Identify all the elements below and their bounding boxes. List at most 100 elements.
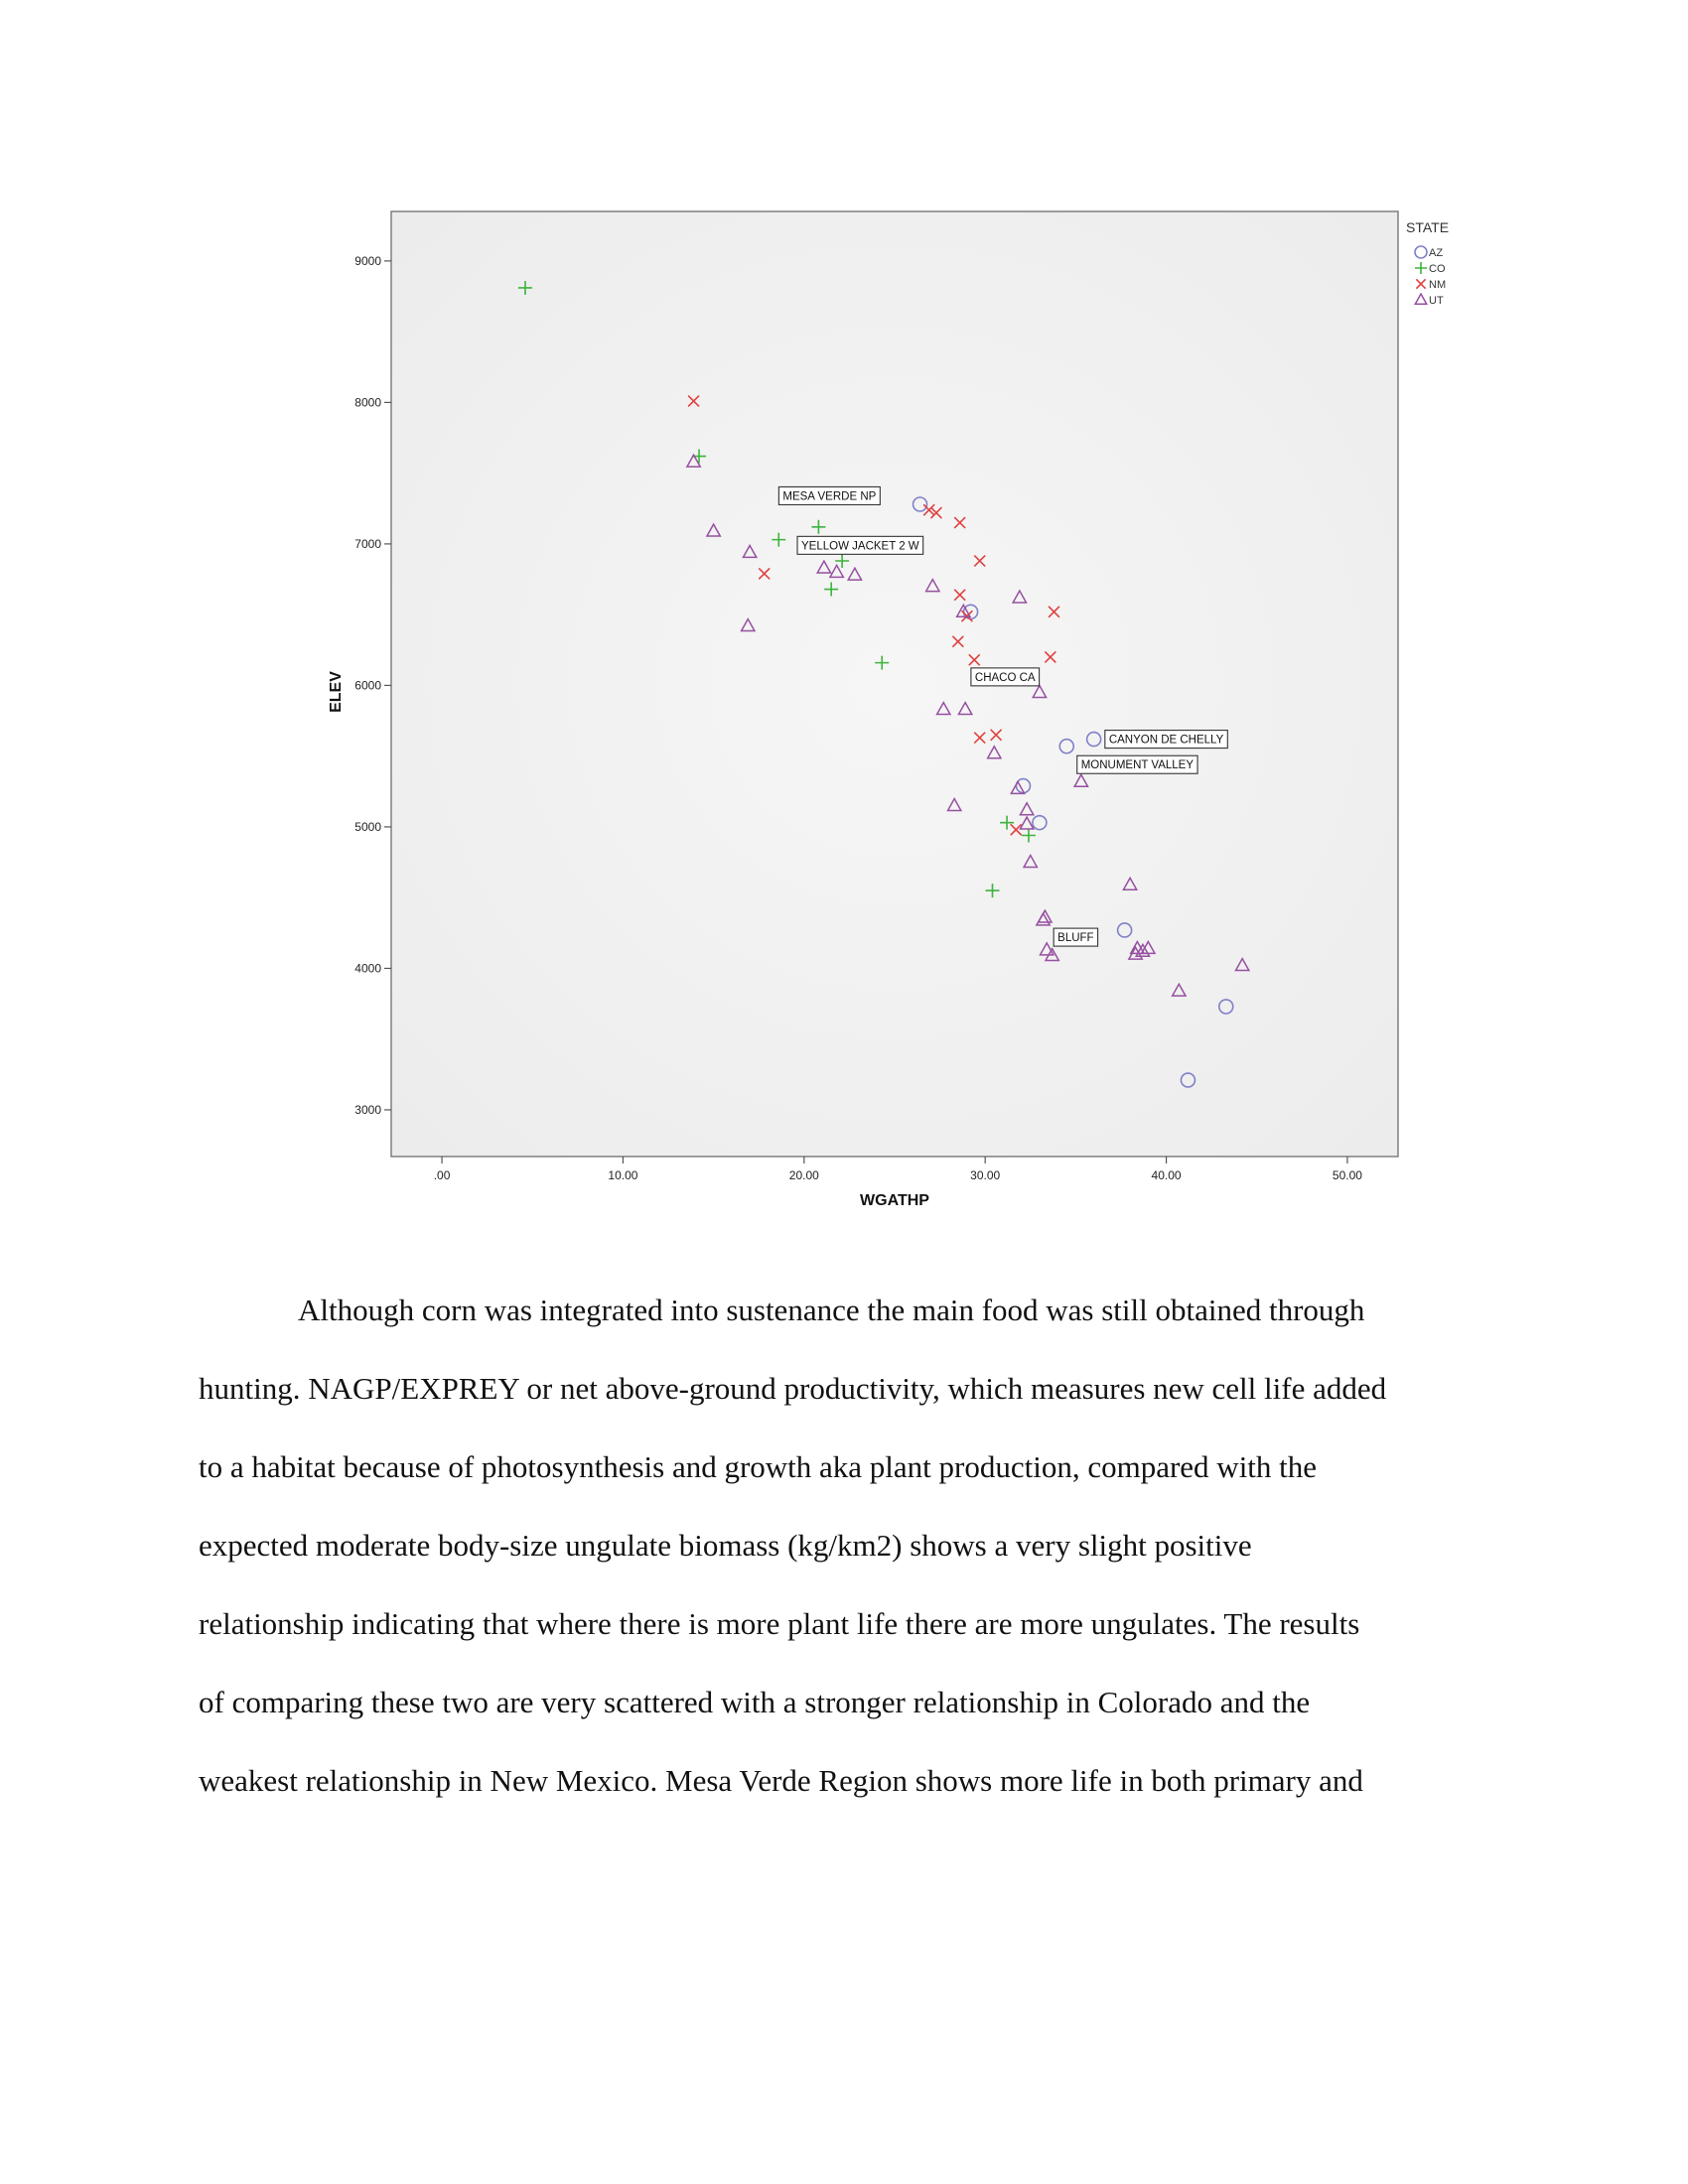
legend-marker-co bbox=[1415, 262, 1427, 274]
body-paragraph: Although corn was integrated into susten… bbox=[199, 1271, 1489, 1820]
scatter-figure: .00 10.00 20.00 30.00 40.00 50.00 3000 4000 500… bbox=[328, 210, 1449, 1209]
annotation-box bbox=[1053, 927, 1099, 947]
point-nm bbox=[1048, 606, 1060, 618]
point-ut bbox=[740, 617, 757, 632]
point-nm bbox=[951, 635, 964, 648]
y-tick-label: 9000 bbox=[354, 254, 381, 268]
point-nm bbox=[973, 732, 986, 745]
point-nm bbox=[973, 554, 986, 568]
point-az bbox=[1085, 731, 1102, 748]
point-ut bbox=[705, 522, 722, 537]
annotation-label: YELLOW JACKET 2 W bbox=[796, 535, 924, 555]
y-tick-label: 4000 bbox=[354, 961, 381, 975]
x-tick-label: 30.00 bbox=[970, 1168, 1000, 1182]
annotation-text: MONUMENT VALLEY bbox=[1081, 759, 1195, 771]
body-line: relationship indicating that where there… bbox=[199, 1606, 1360, 1641]
annotation-box bbox=[1104, 730, 1228, 750]
point-ut bbox=[1031, 684, 1048, 699]
point-ut bbox=[1234, 957, 1251, 972]
x-tick-label: .00 bbox=[434, 1168, 451, 1182]
point-nm bbox=[929, 506, 942, 519]
legend-marker-nm bbox=[1415, 278, 1427, 290]
plot-area bbox=[390, 210, 1399, 1158]
point-ut bbox=[1122, 876, 1139, 891]
point-ut bbox=[1072, 772, 1089, 787]
point-ut bbox=[1140, 939, 1157, 955]
point-ut bbox=[1019, 801, 1036, 816]
point-nm bbox=[953, 516, 966, 529]
x-tick-label: 10.00 bbox=[608, 1168, 637, 1182]
point-ut bbox=[1039, 941, 1055, 956]
point-co bbox=[1021, 828, 1036, 843]
annotation-label: MESA VERDE NP bbox=[777, 485, 881, 506]
point-az bbox=[912, 496, 928, 512]
x-tick-label: 20.00 bbox=[789, 1168, 819, 1182]
x-tick-label: 50.00 bbox=[1333, 1168, 1362, 1182]
point-ut bbox=[986, 745, 1003, 759]
x-axis: .00 10.00 20.00 30.00 40.00 50.00 bbox=[434, 1157, 1362, 1182]
annotation-label: CANYON DE CHELLY bbox=[1104, 730, 1228, 750]
annotation-text: CHACO CA bbox=[975, 672, 1036, 684]
point-az bbox=[1180, 1072, 1196, 1088]
point-ut bbox=[815, 559, 832, 574]
body-line: expected moderate body-size ungulate bio… bbox=[199, 1528, 1252, 1563]
point-ut bbox=[1022, 854, 1039, 869]
y-tick-label: 8000 bbox=[354, 395, 381, 409]
legend-title: STATE bbox=[1406, 219, 1449, 235]
legend-label: AZ bbox=[1429, 247, 1443, 259]
point-co bbox=[517, 280, 532, 295]
y-tick-label: 3000 bbox=[354, 1103, 381, 1117]
annotation-box bbox=[1076, 754, 1198, 774]
point-nm bbox=[953, 589, 966, 602]
point-nm bbox=[1010, 823, 1023, 836]
legend-label: CO bbox=[1429, 263, 1446, 275]
point-az bbox=[1032, 814, 1048, 831]
point-ut bbox=[1010, 779, 1026, 795]
body-line: hunting. NAGP/EXPREY or net above-ground… bbox=[199, 1371, 1387, 1406]
point-nm bbox=[758, 567, 771, 580]
point-ut bbox=[1044, 947, 1060, 962]
legend: STATE AZ CO NM UT bbox=[1406, 219, 1449, 307]
legend-label: NM bbox=[1429, 279, 1446, 291]
point-az bbox=[1116, 922, 1133, 938]
annotation-label: BLUFF bbox=[1053, 927, 1099, 947]
point-ut bbox=[955, 603, 972, 617]
point-co bbox=[772, 532, 786, 547]
point-ut bbox=[742, 543, 759, 559]
point-ut bbox=[1019, 815, 1036, 830]
annotation-label: MONUMENT VALLEY bbox=[1076, 754, 1198, 774]
annotation-text: BLUFF bbox=[1057, 932, 1093, 944]
y-tick-label: 5000 bbox=[354, 820, 381, 834]
point-ut bbox=[1127, 945, 1144, 960]
data-points bbox=[517, 280, 1251, 1088]
point-co bbox=[835, 554, 850, 569]
point-ut bbox=[957, 701, 974, 716]
annotation-text: MESA VERDE NP bbox=[782, 490, 876, 502]
point-ut bbox=[924, 578, 941, 593]
point-co bbox=[875, 655, 890, 670]
point-ut bbox=[1011, 589, 1028, 604]
point-ut bbox=[935, 701, 952, 716]
body-line: weakest relationship in New Mexico. Mesa… bbox=[199, 1763, 1363, 1798]
point-co bbox=[811, 519, 826, 534]
body-line: to a habitat because of photosynthesis a… bbox=[199, 1449, 1318, 1484]
y-axis: 3000 4000 5000 6000 7000 8000 9000 bbox=[354, 254, 391, 1117]
point-nm bbox=[1044, 650, 1056, 663]
point-nm bbox=[990, 729, 1003, 742]
body-line: of comparing these two are very scattere… bbox=[199, 1685, 1311, 1719]
legend-label: UT bbox=[1429, 295, 1444, 307]
point-nm bbox=[968, 653, 981, 666]
point-annotations: MESA VERDE NP YELLOW JACKET 2 W CHACO CA CA… bbox=[777, 485, 1228, 947]
annotation-text: YELLOW JACKET 2 W bbox=[801, 540, 919, 552]
body-line: Although corn was integrated into susten… bbox=[298, 1293, 1365, 1327]
point-az bbox=[1217, 999, 1234, 1015]
y-tick-label: 7000 bbox=[354, 537, 381, 551]
y-tick-label: 6000 bbox=[354, 678, 381, 692]
point-ut bbox=[685, 453, 702, 468]
annotation-label: CHACO CA bbox=[970, 667, 1041, 687]
x-tick-label: 40.00 bbox=[1152, 1168, 1182, 1182]
legend-marker-az bbox=[1414, 245, 1428, 259]
point-co bbox=[985, 884, 1000, 898]
x-axis-title: WGATHP bbox=[860, 1192, 929, 1209]
annotation-box bbox=[970, 667, 1041, 687]
